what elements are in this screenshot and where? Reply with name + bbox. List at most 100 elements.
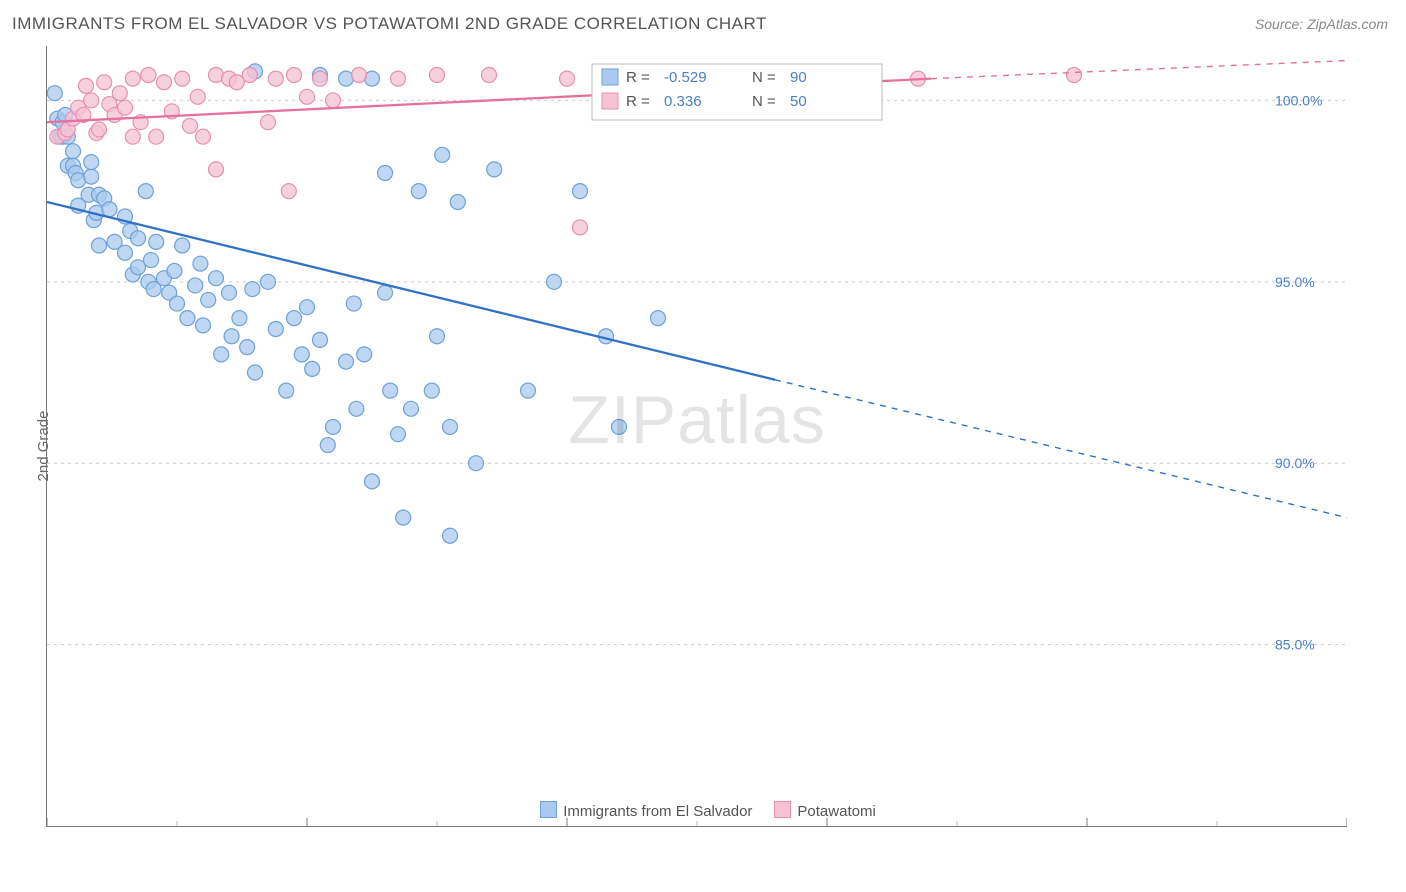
data-point bbox=[261, 115, 276, 130]
data-point bbox=[378, 285, 393, 300]
data-point bbox=[313, 71, 328, 86]
legend-r-label: R = bbox=[626, 69, 650, 86]
legend-n-value: 90 bbox=[790, 69, 807, 86]
regression-line-ext bbox=[931, 61, 1347, 79]
data-point bbox=[346, 296, 361, 311]
data-point bbox=[349, 401, 364, 416]
data-point bbox=[294, 347, 309, 362]
data-point bbox=[79, 78, 94, 93]
legend-series-label: Potawatomi bbox=[797, 803, 875, 820]
plot-area: 85.0%90.0%95.0%100.0%0.0%50.0%R =-0.529N… bbox=[46, 46, 1347, 827]
data-point bbox=[222, 285, 237, 300]
data-point bbox=[131, 231, 146, 246]
data-point bbox=[268, 71, 283, 86]
data-point bbox=[487, 162, 502, 177]
data-point bbox=[66, 144, 81, 159]
data-point bbox=[300, 300, 315, 315]
data-point bbox=[232, 311, 247, 326]
chart-container: IMMIGRANTS FROM EL SALVADOR VS POTAWATOM… bbox=[0, 0, 1406, 892]
data-point bbox=[287, 311, 302, 326]
legend-swatch bbox=[540, 801, 557, 818]
data-point bbox=[188, 278, 203, 293]
y-tick-label: 85.0% bbox=[1275, 637, 1315, 653]
source-credit: Source: ZipAtlas.com bbox=[1255, 16, 1388, 32]
data-point bbox=[313, 332, 328, 347]
data-point bbox=[138, 184, 153, 199]
legend-swatch bbox=[602, 69, 618, 85]
data-point bbox=[281, 184, 296, 199]
data-point bbox=[424, 383, 439, 398]
data-point bbox=[144, 253, 159, 268]
data-point bbox=[443, 528, 458, 543]
data-point bbox=[279, 383, 294, 398]
data-point bbox=[435, 147, 450, 162]
legend-series-label: Immigrants from El Salvador bbox=[563, 803, 752, 820]
data-point bbox=[175, 71, 190, 86]
data-point bbox=[396, 510, 411, 525]
data-point bbox=[118, 100, 133, 115]
data-point bbox=[430, 68, 445, 83]
data-point bbox=[170, 296, 185, 311]
data-point bbox=[167, 263, 182, 278]
data-point bbox=[469, 456, 484, 471]
data-point bbox=[411, 184, 426, 199]
data-point bbox=[326, 93, 341, 108]
data-point bbox=[560, 71, 575, 86]
data-point bbox=[214, 347, 229, 362]
data-point bbox=[573, 220, 588, 235]
data-point bbox=[201, 292, 216, 307]
data-point bbox=[268, 321, 283, 336]
legend-r-label: R = bbox=[626, 93, 650, 110]
data-point bbox=[287, 68, 302, 83]
data-point bbox=[84, 93, 99, 108]
data-point bbox=[209, 162, 224, 177]
data-point bbox=[261, 274, 276, 289]
data-point bbox=[183, 118, 198, 133]
data-point bbox=[391, 427, 406, 442]
data-point bbox=[612, 419, 627, 434]
data-point bbox=[443, 419, 458, 434]
data-point bbox=[175, 238, 190, 253]
chart-title: IMMIGRANTS FROM EL SALVADOR VS POTAWATOM… bbox=[12, 14, 767, 34]
legend-r-value: 0.336 bbox=[664, 93, 702, 110]
data-point bbox=[365, 474, 380, 489]
data-point bbox=[102, 202, 117, 217]
data-point bbox=[196, 129, 211, 144]
data-point bbox=[391, 71, 406, 86]
data-point bbox=[245, 282, 260, 297]
data-point bbox=[521, 383, 536, 398]
plot-svg: 85.0%90.0%95.0%100.0%0.0%50.0%R =-0.529N… bbox=[47, 46, 1347, 826]
data-point bbox=[84, 169, 99, 184]
data-point bbox=[180, 311, 195, 326]
data-point bbox=[300, 89, 315, 104]
data-point bbox=[97, 75, 112, 90]
data-point bbox=[573, 184, 588, 199]
data-point bbox=[651, 311, 666, 326]
legend-n-label: N = bbox=[752, 69, 776, 86]
data-point bbox=[118, 245, 133, 260]
data-point bbox=[383, 383, 398, 398]
data-point bbox=[482, 68, 497, 83]
data-point bbox=[157, 75, 172, 90]
data-point bbox=[326, 419, 341, 434]
data-point bbox=[404, 401, 419, 416]
data-point bbox=[196, 318, 211, 333]
data-point bbox=[450, 195, 465, 210]
legend-n-value: 50 bbox=[790, 93, 807, 110]
data-point bbox=[305, 361, 320, 376]
data-point bbox=[149, 234, 164, 249]
data-point bbox=[47, 86, 62, 101]
regression-line-ext bbox=[775, 380, 1347, 518]
legend-swatch bbox=[774, 801, 791, 818]
data-point bbox=[320, 438, 335, 453]
y-tick-label: 90.0% bbox=[1275, 455, 1315, 471]
data-point bbox=[224, 329, 239, 344]
y-tick-label: 100.0% bbox=[1275, 92, 1322, 108]
data-point bbox=[193, 256, 208, 271]
data-point bbox=[240, 340, 255, 355]
data-point bbox=[378, 165, 393, 180]
data-point bbox=[547, 274, 562, 289]
data-point bbox=[125, 71, 140, 86]
data-point bbox=[352, 68, 367, 83]
data-point bbox=[92, 122, 107, 137]
